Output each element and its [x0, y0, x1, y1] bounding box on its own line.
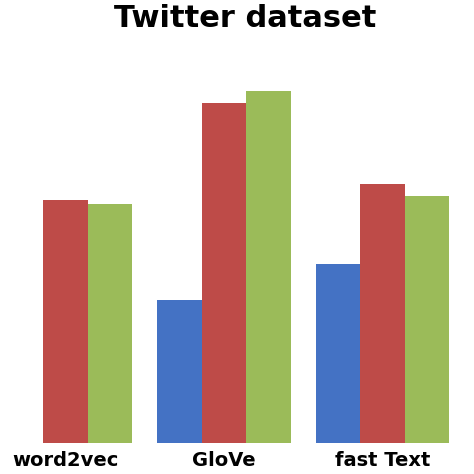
Bar	[157, 300, 202, 443]
Bar	[316, 264, 360, 443]
Title: Twitter dataset: Twitter dataset	[114, 4, 377, 33]
Bar	[43, 200, 88, 443]
Bar	[360, 183, 405, 443]
Bar	[405, 196, 449, 443]
Bar	[246, 91, 291, 443]
Bar	[202, 103, 246, 443]
Bar	[88, 204, 132, 443]
